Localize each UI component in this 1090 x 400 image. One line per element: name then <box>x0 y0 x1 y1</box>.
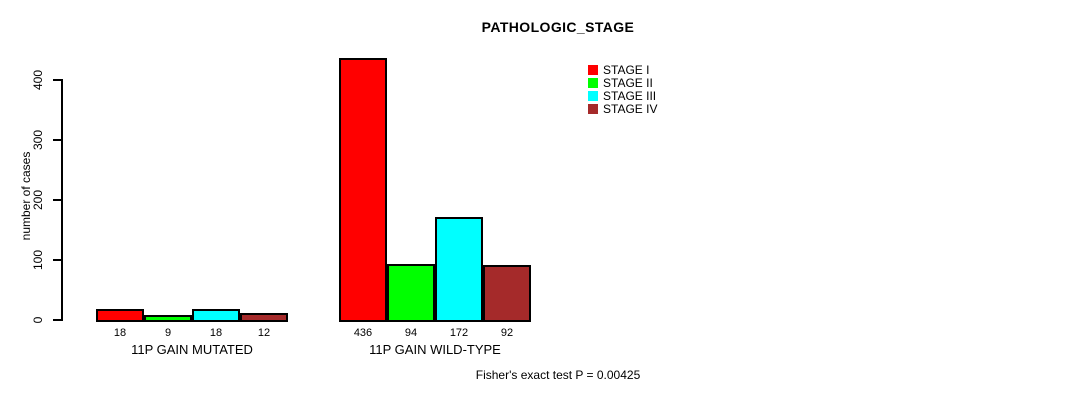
y-axis-line <box>61 79 63 321</box>
chart-title: PATHOLOGIC_STAGE <box>481 19 635 35</box>
y-tick <box>53 319 61 321</box>
bar-value-label: 18 <box>209 327 223 339</box>
y-tick-label: 200 <box>31 189 45 211</box>
bar-stage-iii <box>435 217 483 322</box>
bar-value-label: 12 <box>257 327 271 339</box>
y-tick-label: 300 <box>31 129 45 151</box>
legend-swatch-icon <box>588 104 598 114</box>
bar-stage-ii <box>144 315 192 322</box>
y-tick-label: 400 <box>31 69 45 91</box>
legend-item: STAGE II <box>588 76 657 90</box>
bar-value-label: 94 <box>404 327 418 339</box>
bar-stage-ii <box>387 264 435 322</box>
bar-stage-i <box>96 309 144 322</box>
y-tick <box>53 199 61 201</box>
bar-stage-iii <box>192 309 240 322</box>
legend: STAGE I STAGE II STAGE III STAGE IV <box>588 63 658 117</box>
legend-item: STAGE III <box>588 89 657 103</box>
bar-stage-iv <box>483 265 531 322</box>
legend-label: STAGE IV <box>603 102 658 116</box>
bar-value-label: 9 <box>164 327 172 339</box>
y-tick-label: 0 <box>31 316 45 324</box>
y-tick <box>53 79 61 81</box>
legend-item: STAGE IV <box>588 102 658 116</box>
y-tick <box>53 139 61 141</box>
bar-stage-i <box>339 58 387 322</box>
y-tick-label: 100 <box>31 249 45 271</box>
legend-item: STAGE I <box>588 63 657 77</box>
legend-swatch-icon <box>588 78 598 88</box>
category-label: 11P GAIN MUTATED <box>131 342 253 357</box>
fisher-test-annotation: Fisher's exact test P = 0.00425 <box>475 368 641 382</box>
category-label: 11P GAIN WILD-TYPE <box>369 342 501 357</box>
legend-swatch-icon <box>588 91 598 101</box>
legend-label: STAGE I <box>603 63 650 77</box>
legend-swatch-icon <box>588 65 598 75</box>
legend-label: STAGE III <box>603 89 657 103</box>
legend-label: STAGE II <box>603 76 653 90</box>
bar-stage-iv <box>240 313 288 322</box>
bar-value-label: 436 <box>353 327 373 339</box>
bar-value-label: 172 <box>449 327 469 339</box>
bar-value-label: 18 <box>113 327 127 339</box>
bar-value-label: 92 <box>500 327 514 339</box>
y-tick <box>53 259 61 261</box>
